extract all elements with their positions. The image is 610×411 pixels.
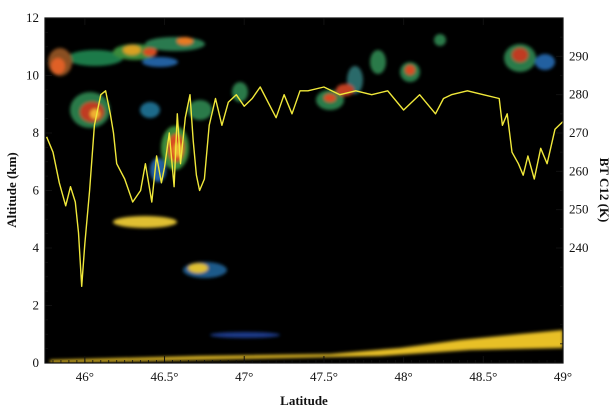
y-tick-label: 0 [33,355,40,370]
y2-tick-label: 280 [569,87,589,102]
x-axis: 46° 46.5° 47° 47.5° 48° 48.5° 49° [44,18,572,384]
y-tick-label: 10 [26,68,39,83]
x-tick-label: 48° [395,369,413,384]
y-tick-label: 2 [33,298,40,313]
y-tick-label: 8 [33,125,40,140]
x-tick-label: 49° [554,369,572,384]
y2-tick-label: 240 [569,240,589,255]
y2-tick-label: 290 [569,48,589,63]
plot-area [45,18,563,363]
mid-cloud-4km [113,216,177,228]
mid-cloud-3km-core [188,263,208,273]
y2-tick-label: 260 [569,163,589,178]
y2-tick-label: 250 [569,202,589,217]
x-tick-label: 48.5° [469,369,497,384]
y-axis-label: Altitude (km) [4,152,19,227]
y-tick-label: 6 [33,183,40,198]
cloud-upper-right [504,44,555,72]
y2-tick-label: 270 [569,125,589,140]
x-axis-label: Latitude [280,393,328,408]
y-axis: 0 2 4 6 8 10 12 [26,10,52,370]
x-tick-label: 47° [235,369,253,384]
bt-c12-line [45,86,563,287]
y-tick-label: 12 [26,10,39,25]
x-tick-label: 47.5° [310,369,338,384]
cloud-upper-middle [316,34,446,110]
x-tick-label: 46.5° [151,369,179,384]
boundary-layer-cloud [50,330,563,363]
low-blue-band [210,332,280,338]
y-tick-label: 4 [33,240,40,255]
x-tick-label: 46° [76,369,94,384]
cloud-echoes [48,34,563,363]
y2-axis: 240 250 260 270 280 290 [556,17,589,364]
y2-axis-label: BT C12 (K) [597,158,610,223]
